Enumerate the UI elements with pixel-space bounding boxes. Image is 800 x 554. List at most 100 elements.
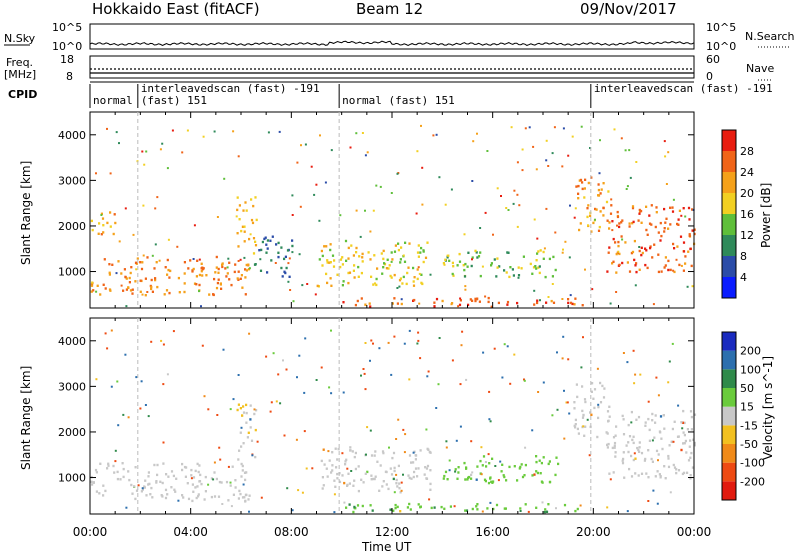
heatmap-cell	[320, 249, 323, 253]
heatmap-cell	[127, 416, 130, 419]
heatmap-cell	[116, 380, 119, 383]
heatmap-cell	[364, 388, 367, 391]
heatmap-cell	[640, 451, 644, 455]
heatmap-cell	[108, 271, 111, 274]
heatmap-cell	[239, 277, 242, 280]
heatmap-cell	[117, 424, 120, 427]
heatmap-cell	[597, 405, 600, 409]
heatmap-cell	[232, 398, 235, 401]
heatmap-cell	[369, 258, 372, 261]
heatmap-cell	[638, 246, 641, 248]
heatmap-cell	[298, 253, 301, 256]
heatmap-cell	[396, 505, 399, 509]
heatmap-cell	[150, 287, 153, 291]
heatmap-cell	[183, 290, 186, 294]
heatmap-cell	[626, 510, 629, 513]
heatmap-cell	[654, 414, 657, 417]
heatmap-cell	[555, 507, 557, 510]
heatmap-cell	[567, 298, 570, 301]
heatmap-cell	[575, 383, 578, 386]
heatmap-cell	[579, 504, 582, 507]
heatmap-cell	[464, 288, 467, 291]
heatmap-cell	[407, 266, 410, 269]
heatmap-cell	[637, 415, 641, 419]
heatmap-cell	[123, 268, 126, 271]
heatmap-cell	[622, 418, 625, 421]
heatmap-cell	[584, 425, 587, 428]
heatmap-cell	[399, 261, 402, 264]
heatmap-cell	[201, 268, 204, 271]
heatmap-cell	[658, 473, 661, 476]
heatmap-cell	[277, 241, 280, 245]
heatmap-cell	[202, 135, 205, 138]
heatmap-cell	[406, 506, 409, 509]
heatmap-cell	[690, 451, 693, 455]
heatmap-cell	[677, 404, 680, 407]
heatmap-cell	[573, 401, 576, 404]
heatmap-cell	[458, 303, 462, 307]
heatmap-cell	[463, 268, 466, 272]
heatmap-cell	[475, 251, 478, 254]
heatmap-cell	[620, 221, 623, 224]
heatmap-cell	[606, 443, 609, 447]
heatmap-cell	[391, 456, 394, 460]
heatmap-cell	[508, 275, 511, 279]
heatmap-cell	[416, 475, 419, 478]
heatmap-cell	[288, 257, 291, 260]
heatmap-cell	[117, 260, 120, 263]
heatmap-cell	[445, 440, 448, 443]
heatmap-cell	[538, 271, 541, 275]
heatmap-cell	[408, 502, 411, 506]
heatmap-cell	[410, 461, 413, 464]
heatmap-cell	[630, 410, 633, 414]
heatmap-cell	[242, 209, 245, 212]
heatmap-cell	[347, 472, 350, 475]
nsky-label: N.Sky	[4, 32, 36, 45]
heatmap-cell	[631, 438, 634, 442]
heatmap-cell	[156, 285, 159, 289]
heatmap-cell	[534, 265, 537, 268]
heatmap-cell	[583, 187, 586, 190]
heatmap-cell	[628, 222, 631, 225]
heatmap-cell	[249, 426, 252, 429]
heatmap-cell	[671, 210, 675, 213]
heatmap-cell	[688, 218, 691, 221]
heatmap-cell	[638, 212, 641, 215]
heatmap-cell	[172, 330, 175, 333]
heatmap-cell	[494, 465, 497, 467]
heatmap-cell	[634, 284, 637, 287]
heatmap-cell	[606, 446, 609, 449]
heatmap-cell	[370, 454, 374, 457]
heatmap-cell	[590, 413, 593, 416]
heatmap-cell	[597, 183, 600, 186]
heatmap-cell	[336, 458, 339, 461]
heatmap-cell	[648, 214, 651, 217]
heatmap-cell	[608, 405, 611, 408]
heatmap-cell	[477, 255, 481, 258]
heatmap-cell	[424, 256, 428, 259]
heatmap-cell	[95, 290, 98, 293]
heatmap-cell	[691, 208, 694, 211]
heatmap-cell	[193, 282, 197, 285]
heatmap-cell	[467, 303, 470, 307]
date-label: 09/Nov/2017	[580, 0, 677, 18]
colorbar-segment	[722, 332, 736, 351]
heatmap-cell	[353, 479, 356, 482]
heatmap-cell	[269, 239, 272, 242]
colorbar-segment	[722, 172, 736, 193]
heatmap-cell	[621, 261, 624, 265]
heatmap-cell	[100, 212, 103, 215]
heatmap-cell	[239, 492, 242, 496]
heatmap-cell	[289, 289, 292, 291]
heatmap-cell	[142, 204, 145, 207]
heatmap-cell	[197, 495, 200, 498]
heatmap-cell	[335, 466, 338, 469]
heatmap-cell	[353, 276, 356, 279]
heatmap-cell	[482, 351, 485, 354]
heatmap-cell	[217, 267, 220, 271]
heatmap-cell	[629, 176, 632, 179]
heatmap-cell	[426, 375, 429, 378]
heatmap-cell	[175, 477, 178, 480]
heatmap-cell	[226, 266, 229, 269]
heatmap-cell	[394, 244, 397, 247]
